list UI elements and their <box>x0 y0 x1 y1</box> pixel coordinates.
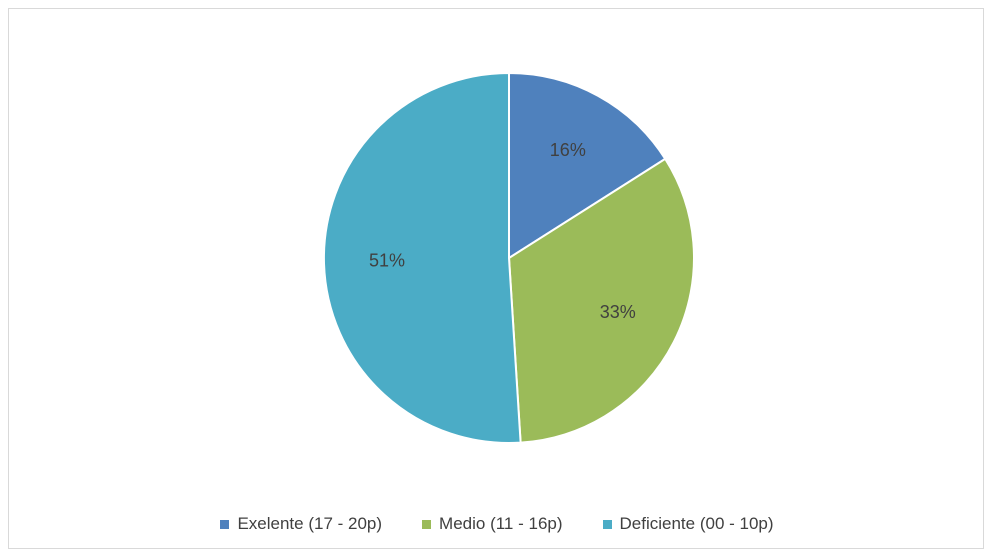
pie-chart: 16% 33% 51% <box>322 71 695 444</box>
legend: Exelente (17 - 20p) Medio (11 - 16p) Def… <box>9 510 985 538</box>
legend-swatch-deficiente <box>602 519 612 529</box>
legend-swatch-exelente <box>220 519 230 529</box>
data-label-deficiente: 51% <box>369 251 405 271</box>
pie-data-labels: 16% 33% 51% <box>369 140 636 322</box>
legend-item-deficiente: Deficiente (00 - 10p) <box>602 514 774 534</box>
legend-label-exelente: Exelente (17 - 20p) <box>237 514 383 533</box>
pie-slice-medio <box>507 157 695 444</box>
legend-swatch-medio <box>422 519 432 529</box>
data-label-exelente: 16% <box>550 140 586 160</box>
chart-area: 16% 33% 51% Exelente (17 - 20p) Medio (11 … <box>8 8 984 549</box>
data-label-medio: 33% <box>600 302 636 322</box>
legend-label-deficiente: Deficiente (00 - 10p) <box>619 514 774 533</box>
pie-slice-exelente <box>508 71 667 260</box>
legend-item-medio: Medio (11 - 16p) <box>422 514 563 534</box>
legend-label-medio: Medio (11 - 16p) <box>439 514 563 533</box>
pie-slice-deficiente <box>322 71 522 444</box>
legend-item-exelente: Exelente (17 - 20p) <box>220 514 382 534</box>
pie-slices <box>322 71 695 444</box>
